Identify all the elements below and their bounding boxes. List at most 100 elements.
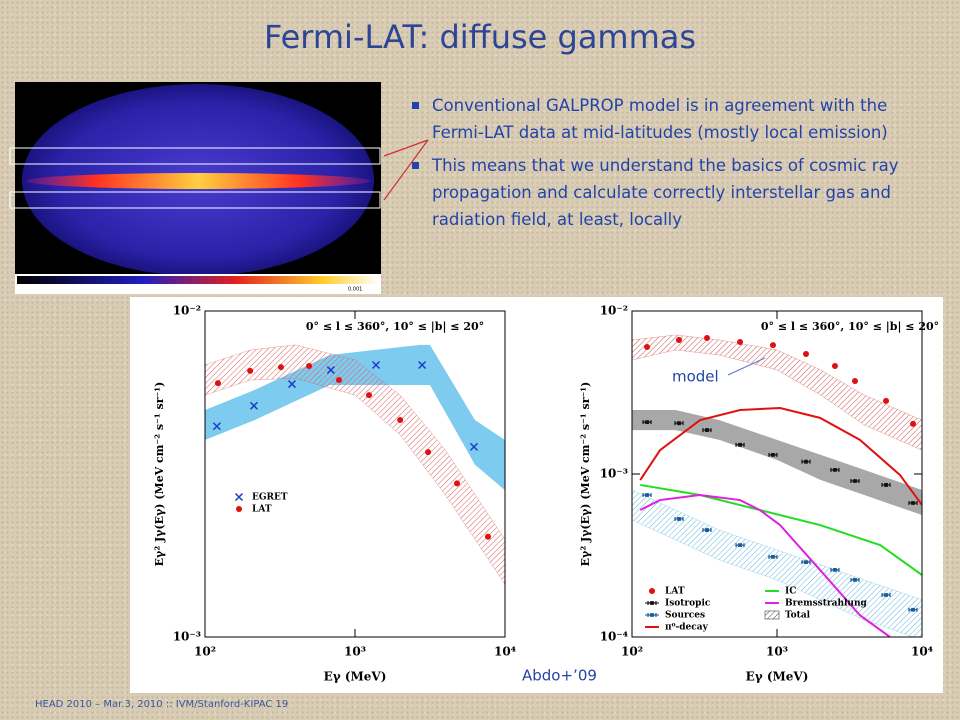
marker-dot [644, 344, 651, 351]
band [632, 409, 922, 516]
legend-label: Total [785, 611, 811, 621]
marker-dot [737, 339, 744, 346]
legend-label: π⁰-decay [665, 623, 709, 633]
marker-errorbar [642, 420, 652, 425]
plot-frame [631, 310, 923, 638]
marker-dot [236, 506, 242, 512]
y-tick-label: 10⁻⁴ [600, 630, 628, 644]
marker-dot [676, 336, 683, 343]
marker-dot [883, 397, 890, 404]
marker-dot [247, 367, 254, 374]
marker-x [234, 492, 244, 502]
marker-errorbar [642, 493, 652, 498]
marker-errorbar [674, 421, 684, 426]
marker-errorbar [702, 528, 712, 533]
marker-dot [831, 362, 838, 369]
plot-frame [204, 310, 506, 638]
marker-errorbar [830, 467, 840, 472]
bullet-marker [412, 102, 419, 109]
marker-x [249, 401, 258, 410]
marker-errorbar [768, 452, 778, 457]
latitude-strip [9, 191, 381, 209]
arrow [383, 139, 429, 157]
legend-label: Bremsstrahlung [785, 599, 868, 609]
legend-swatch [236, 506, 242, 512]
arrow [383, 139, 429, 201]
legend-swatch [649, 588, 655, 594]
bullet-text: This means that we understand the basics… [432, 156, 899, 229]
legend-label: IC [785, 587, 796, 597]
marker-errorbar [768, 554, 778, 559]
legend-label: LAT [252, 505, 272, 515]
marker-dot [910, 420, 917, 427]
marker-dot [851, 378, 858, 385]
marker-dot [397, 417, 404, 424]
bullet: This means that we understand the basics… [412, 152, 932, 233]
plot [632, 334, 922, 637]
latitude-strip [9, 147, 381, 165]
marker-errorbar [647, 613, 657, 617]
legend-label: EGRET [252, 493, 288, 503]
band [632, 489, 922, 637]
arrow [727, 357, 766, 376]
x-tick-label: 10³ [344, 645, 366, 659]
legend-swatch [764, 610, 780, 620]
marker-x [326, 366, 335, 375]
marker-dot [484, 533, 491, 540]
marker-x [371, 360, 381, 370]
bullet-list: Conventional GALPROP model is in agreeme… [412, 92, 932, 239]
annotation: 0° ≤ l ≤ 360°, 10° ≤ |b| ≤ 20° [306, 320, 484, 333]
legend-label: Sources [665, 611, 705, 621]
marker-dot [277, 364, 284, 371]
x-tick-label: 10³ [766, 645, 788, 659]
charts: 10² 10³ 10⁴ 10⁻³ 10⁻² Eγ (MeV) Eγ² Jγ(Eγ) (MeV… [153, 304, 939, 684]
bullet-text: Conventional GALPROP model is in agreeme… [432, 96, 888, 142]
marker-dot [803, 350, 810, 357]
x-tick-label: 10⁴ [911, 645, 933, 659]
band [205, 344, 505, 491]
bullet-marker [412, 162, 419, 169]
model-note: model [672, 368, 719, 386]
footer: HEAD 2010 – Mar.3, 2010 :: IVM/Stanford-… [35, 699, 289, 710]
marker-dot [649, 588, 655, 594]
line [639, 494, 891, 637]
marker-x [469, 442, 478, 451]
y-axis-label: Eγ² Jγ(Eγ) (MeV cm⁻² s⁻¹ sr⁻¹) [579, 382, 592, 567]
colorbar-label: 0.001 [348, 287, 362, 293]
y-tick-label: 10⁻³ [173, 630, 201, 644]
marker-dot [335, 377, 342, 384]
y-axis-label: Eγ² Jγ(Eγ) (MeV cm⁻² s⁻¹ sr⁻¹) [153, 382, 166, 567]
marker-errorbar [735, 543, 745, 548]
legend-swatch [645, 601, 659, 605]
marker-dot [306, 363, 313, 370]
x-tick-label: 10⁴ [494, 645, 516, 659]
legend-label: LAT [665, 587, 685, 597]
marker-errorbar [908, 500, 918, 505]
marker-errorbar [735, 442, 745, 447]
y-tick-label: 10⁻³ [600, 467, 628, 481]
line [639, 407, 922, 506]
legend-label: Isotropic [665, 599, 711, 609]
marker-errorbar [881, 482, 891, 487]
marker-errorbar [881, 592, 891, 597]
marker-errorbar [801, 560, 811, 565]
legend-swatch [645, 613, 659, 617]
y-tick-label: 10⁻² [173, 304, 201, 318]
x-axis-label: Eγ (MeV) [746, 670, 809, 684]
marker-dot [366, 392, 373, 399]
marker-x [287, 380, 296, 389]
x-tick-label: 10² [621, 645, 643, 659]
marker-dot [769, 342, 776, 349]
marker-errorbar [850, 478, 860, 483]
marker-errorbar [674, 516, 684, 521]
marker-errorbar [850, 577, 860, 582]
marker-dot [703, 334, 710, 341]
colorbar [17, 276, 379, 284]
marker-errorbar [702, 428, 712, 433]
marker-dot [454, 480, 461, 487]
marker-errorbar [908, 607, 918, 612]
line [640, 483, 922, 576]
plot [205, 344, 505, 585]
marker-errorbar [801, 459, 811, 464]
